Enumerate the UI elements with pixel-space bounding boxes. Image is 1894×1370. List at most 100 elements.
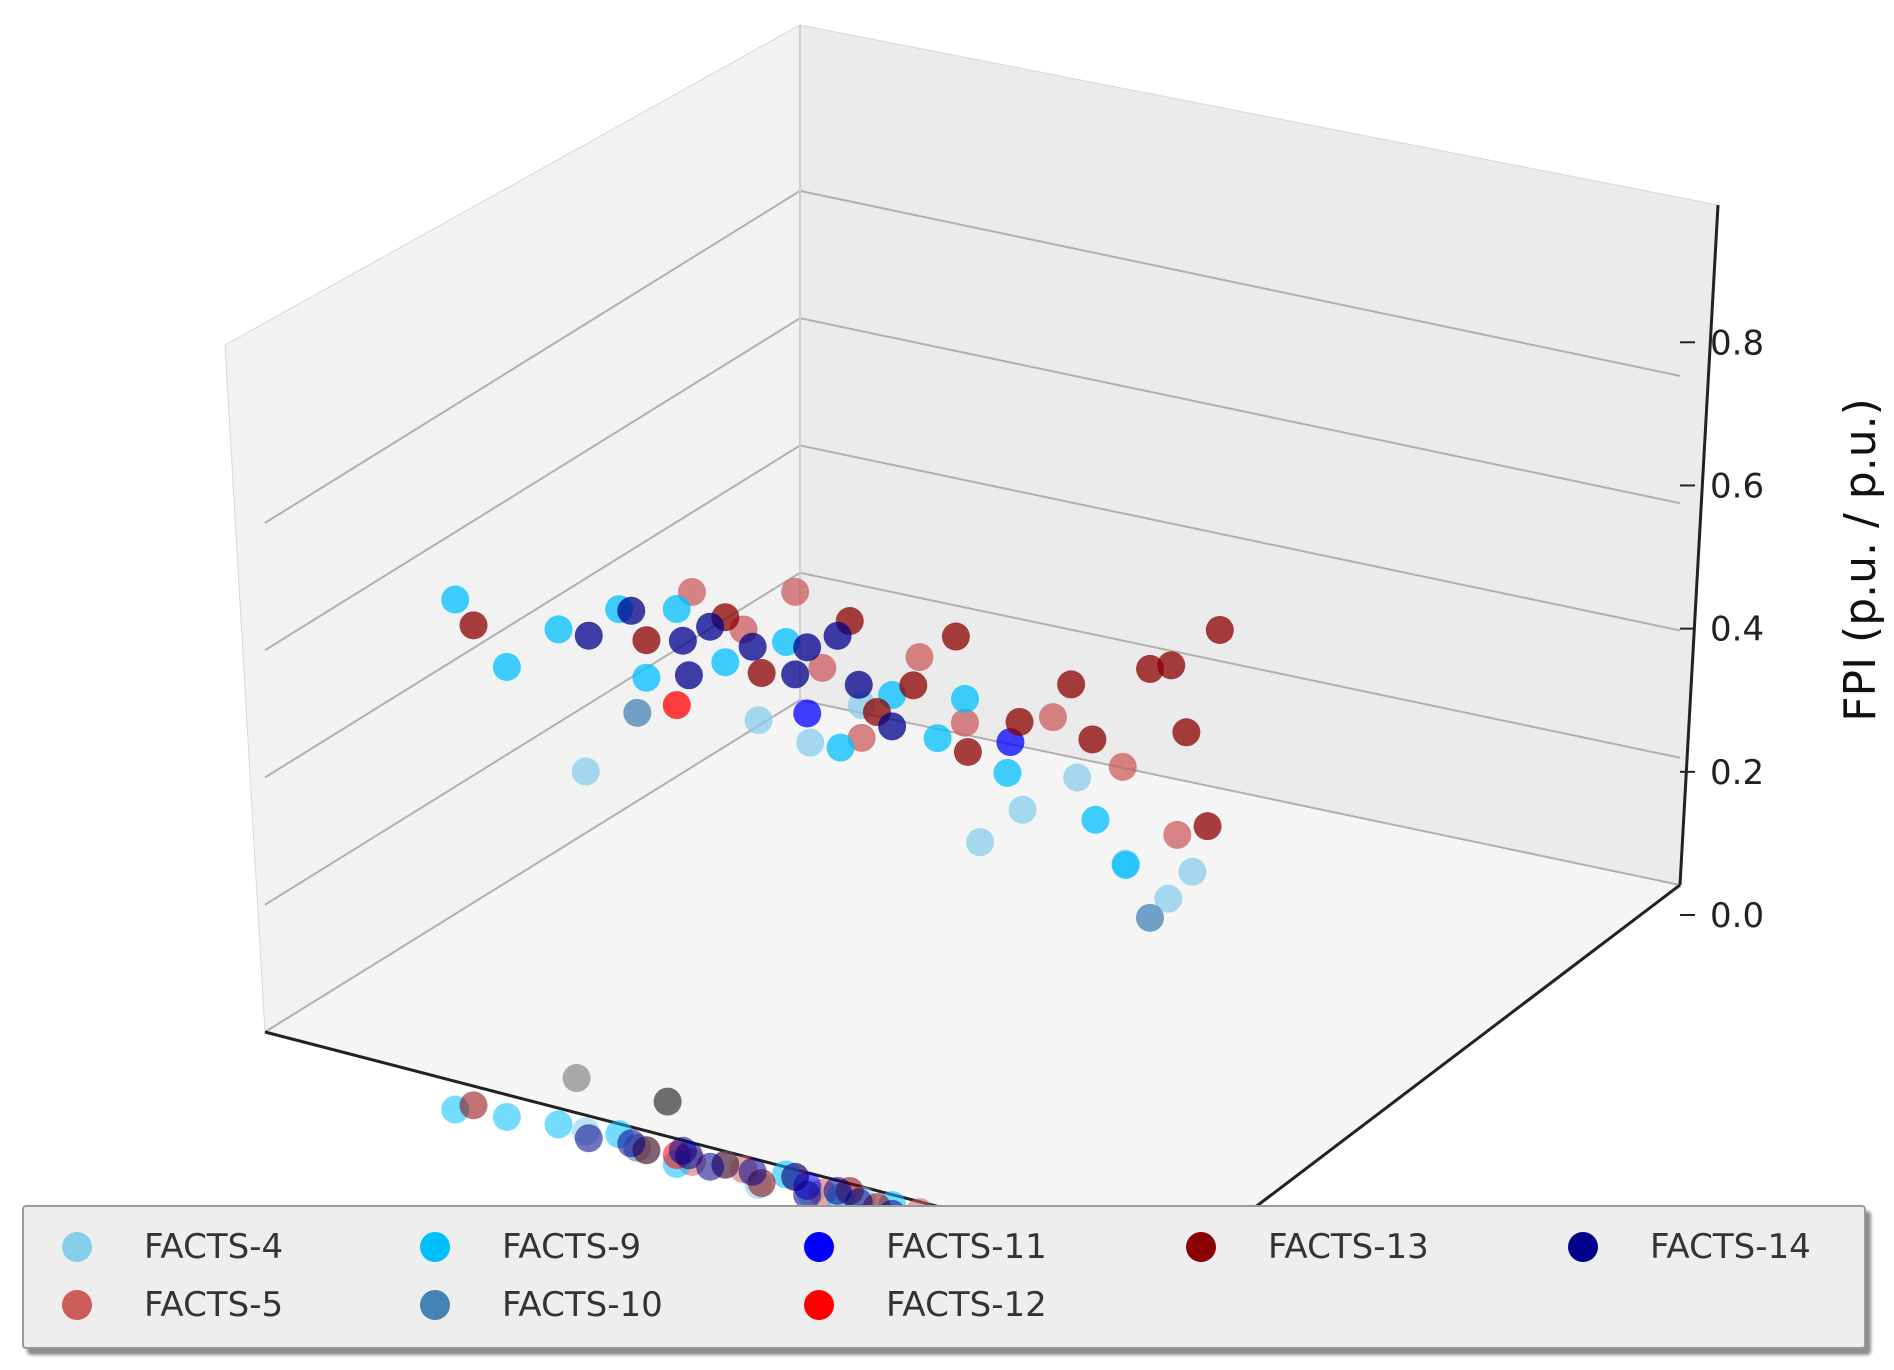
legend-item-facts-9: FACTS-9 (420, 1217, 641, 1277)
legend-item-facts-10: FACTS-10 (420, 1275, 663, 1335)
facts-12-point-0 (662, 691, 691, 720)
legend-marker-facts-11 (804, 1232, 834, 1262)
legend-item-facts-14: FACTS-14 (1568, 1217, 1811, 1277)
facts-5-point-8 (1163, 820, 1192, 849)
facts-14-point-2 (668, 626, 697, 655)
grid-line-left-3 (264, 317, 801, 652)
facts-4-point-4 (1008, 795, 1037, 824)
facts-14-point-0 (574, 621, 603, 650)
facts-14-floor-point-6 (793, 1180, 822, 1209)
z-tick-label-0: 0.0 (1710, 896, 1764, 936)
legend-marker-facts-10 (420, 1290, 450, 1320)
facts-9-point-12 (441, 585, 470, 614)
legend-label-facts-13: FACTS-13 (1268, 1227, 1429, 1267)
facts-10-point-0 (623, 698, 652, 727)
facts-9-point-8 (923, 724, 952, 753)
facts-5-point-7 (1108, 752, 1137, 781)
legend-label-facts-12: FACTS-12 (886, 1285, 1047, 1325)
facts-5-point-3 (808, 653, 837, 682)
facts-13-point-14 (953, 737, 982, 766)
z-axis-title: FPI (p.u. / p.u.) (1835, 398, 1886, 722)
grid-line-right-4 (799, 189, 1681, 377)
facts-13-point-13 (1157, 651, 1186, 680)
grid-line-left-4 (264, 190, 801, 524)
facts-5-point-4 (905, 643, 934, 672)
facts-9-point-6 (826, 733, 855, 762)
facts-13-point-12 (1205, 615, 1234, 644)
legend-marker-facts-12 (804, 1290, 834, 1320)
facts-4-point-0 (744, 706, 773, 735)
facts-13-point-2 (747, 659, 776, 688)
facts-4-point-8 (1178, 857, 1207, 886)
legend-item-facts-4: FACTS-4 (62, 1217, 283, 1277)
facts-14-floor-point-9 (674, 1141, 703, 1170)
legend: FACTS-4 FACTS-9 FACTS-11 FACTS-13 FACTS-… (22, 1205, 1866, 1349)
grid-line-left-2 (264, 444, 801, 779)
facts-4-point-9 (571, 757, 600, 786)
facts-9-point-14 (950, 684, 979, 713)
facts-13-floor-point-0 (459, 1091, 488, 1120)
legend-marker-facts-13 (1186, 1232, 1216, 1262)
facts-13-point-11 (1193, 812, 1222, 841)
facts-13-point-8 (1057, 670, 1086, 699)
facts-13-point-5 (899, 671, 928, 700)
facts-9-point-11 (1111, 850, 1140, 879)
legend-item-facts-5: FACTS-5 (62, 1275, 283, 1335)
facts-13-point-10 (1172, 718, 1201, 747)
y-axis-line (1174, 883, 1681, 1270)
facts-10-point-1 (1135, 903, 1164, 932)
facts-14-point-3 (696, 612, 725, 641)
facts-4-point-5 (1063, 763, 1092, 792)
facts-14-floor-point-10 (823, 1176, 852, 1205)
facts-9-point-1 (544, 615, 573, 644)
facts-5-point-6 (1038, 703, 1067, 732)
facts-14-point-8 (878, 712, 907, 741)
facts-9-point-9 (993, 758, 1022, 787)
facts-13-point-16 (1078, 725, 1107, 754)
facts-5-point-2 (781, 577, 810, 606)
facts-4-point-1 (796, 728, 825, 757)
facts-13-point-0 (459, 611, 488, 640)
facts-9-point-10 (1081, 805, 1110, 834)
legend-marker-facts-5 (62, 1290, 92, 1320)
facts-14-point-6 (793, 633, 822, 662)
legend-label-facts-14: FACTS-14 (1650, 1227, 1811, 1267)
z-tick-label-3: 0.6 (1710, 466, 1764, 506)
legend-marker-facts-9 (420, 1232, 450, 1262)
z-tick-label-1: 0.2 (1710, 753, 1764, 793)
facts-9-floor-point-0 (492, 1102, 521, 1131)
legend-label-facts-5: FACTS-5 (144, 1285, 284, 1325)
facts-11-point-0 (793, 699, 822, 728)
facts-5-point-5 (950, 708, 979, 737)
reference-point-gray (653, 1087, 682, 1116)
facts-13-point-6 (941, 622, 970, 651)
facts-14-floor-point-3 (696, 1152, 725, 1181)
facts-14-floor-point-1 (617, 1129, 646, 1158)
facts-13-point-15 (632, 626, 661, 655)
legend-marker-facts-14 (1568, 1232, 1598, 1262)
facts-9-point-13 (662, 594, 691, 623)
facts-13-point-7 (1005, 707, 1034, 736)
legend-marker-facts-4 (62, 1232, 92, 1262)
facts-14-floor-point-0 (574, 1124, 603, 1153)
facts-4-point-7 (1154, 884, 1183, 913)
legend-label-facts-11: FACTS-11 (886, 1227, 1047, 1267)
legend-item-facts-13: FACTS-13 (1186, 1217, 1429, 1277)
facts-14-point-9 (674, 661, 703, 690)
legend-item-facts-11: FACTS-11 (804, 1217, 1047, 1277)
facts-14-point-4 (738, 632, 767, 661)
facts-9-point-3 (632, 663, 661, 692)
z-tick-label-4: 0.8 (1710, 323, 1764, 363)
facts-14-point-1 (617, 596, 646, 625)
grid-line-right-1 (799, 571, 1681, 759)
grid-line-left-0 (264, 699, 801, 1033)
legend-item-facts-12: FACTS-12 (804, 1275, 1047, 1335)
legend-label-facts-10: FACTS-10 (502, 1285, 663, 1325)
legend-label-facts-9: FACTS-9 (502, 1227, 642, 1267)
facts-14-point-10 (823, 621, 852, 650)
facts-14-point-7 (844, 670, 873, 699)
facts-14-point-5 (781, 660, 810, 689)
facts-13-point-9 (1136, 654, 1165, 683)
z-tick-label-2: 0.4 (1710, 610, 1764, 650)
